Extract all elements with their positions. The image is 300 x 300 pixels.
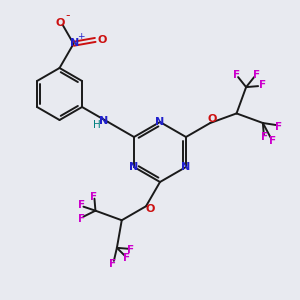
Text: F: F (127, 245, 134, 255)
Text: F: F (269, 136, 276, 146)
Text: N: N (129, 162, 139, 172)
Text: F: F (90, 192, 97, 202)
Text: F: F (109, 259, 116, 269)
Text: +: + (77, 32, 84, 41)
Text: F: F (232, 70, 240, 80)
Text: H: H (93, 120, 101, 130)
Text: O: O (208, 114, 217, 124)
Text: F: F (123, 253, 130, 263)
Text: O: O (56, 18, 65, 28)
Text: F: F (275, 122, 282, 132)
Text: F: F (253, 70, 260, 80)
Text: F: F (259, 80, 266, 90)
Text: N: N (182, 162, 190, 172)
Text: N: N (155, 117, 165, 127)
Text: O: O (145, 204, 155, 214)
Text: N: N (70, 38, 79, 48)
Text: -: - (65, 9, 70, 22)
Text: O: O (98, 35, 107, 45)
Text: F: F (261, 132, 268, 142)
Text: N: N (99, 116, 109, 126)
Text: F: F (78, 200, 85, 210)
Text: F: F (78, 214, 85, 224)
